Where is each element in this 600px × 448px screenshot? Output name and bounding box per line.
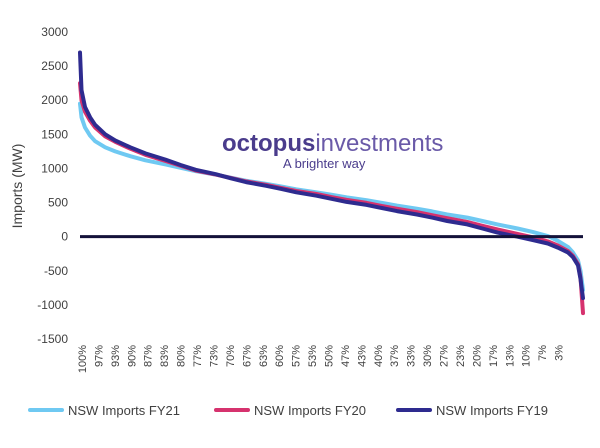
x-tick-label: 13%: [504, 345, 516, 367]
x-tick-label: 73%: [208, 345, 220, 367]
x-tick-label: 47%: [340, 345, 352, 367]
y-tick-label: -1500: [37, 332, 68, 346]
x-tick-label: 53%: [307, 345, 319, 367]
x-tick-label: 83%: [159, 345, 171, 367]
x-tick-label: 70%: [225, 345, 237, 367]
brand-name-light: investments: [315, 130, 443, 157]
x-tick-label: 87%: [143, 345, 155, 367]
x-axis-ticks: 100% 97% 93% 90% 87% 83% 80% 77% 73% 70% 67% 63% 60%…: [77, 345, 566, 373]
x-tick-label: 57%: [291, 345, 303, 367]
x-tick-label: 37%: [389, 345, 401, 367]
y-tick-label: -500: [44, 264, 68, 278]
x-tick-label: 17%: [488, 345, 500, 367]
x-tick-label: 3%: [554, 345, 566, 361]
x-tick-label: 7%: [537, 345, 549, 361]
y-tick-label: 2500: [41, 59, 68, 73]
x-tick-label: 100%: [77, 345, 89, 373]
x-tick-label: 90%: [126, 345, 138, 367]
y-tick-label: 0: [61, 230, 68, 244]
x-tick-label: 60%: [274, 345, 286, 367]
brand-logo: octopusinvestments A brighter way: [222, 130, 443, 171]
x-tick-label: 67%: [241, 345, 253, 367]
svg-text:octopusinvestments: octopusinvestments: [222, 130, 443, 157]
x-tick-label: 27%: [439, 345, 451, 367]
x-tick-label: 80%: [176, 345, 188, 367]
brand-name-bold: octopus: [222, 130, 315, 157]
x-tick-label: 63%: [258, 345, 270, 367]
legend-label-0: NSW Imports FY21: [68, 403, 180, 418]
legend: NSW Imports FY21 NSW Imports FY20 NSW Impo…: [28, 403, 548, 418]
y-tick-label: 500: [48, 196, 68, 210]
x-tick-label: 30%: [422, 345, 434, 367]
x-tick-label: 43%: [356, 345, 368, 367]
y-tick-label: 3000: [41, 25, 68, 39]
y-tick-label: 2000: [41, 93, 68, 107]
brand-tagline: A brighter way: [283, 156, 366, 171]
y-axis-ticks: -1500 -1000 -500 0 500 1000 1500 2000 2500 3000: [37, 25, 68, 346]
legend-label-2: NSW Imports FY19: [436, 403, 548, 418]
x-tick-label: 23%: [455, 345, 467, 367]
x-tick-label: 40%: [373, 345, 385, 367]
x-tick-label: 77%: [192, 345, 204, 367]
y-tick-label: -1000: [37, 298, 68, 312]
y-tick-label: 1500: [41, 127, 68, 141]
y-axis-title: Imports (MW): [9, 144, 25, 229]
x-tick-label: 10%: [521, 345, 533, 367]
series-line-0: [78, 101, 585, 292]
series-line-2: [78, 50, 585, 301]
x-tick-label: 93%: [110, 345, 122, 367]
y-tick-label: 1000: [41, 161, 68, 175]
legend-label-1: NSW Imports FY20: [254, 403, 366, 418]
series-lines: [78, 50, 585, 316]
x-tick-label: 50%: [324, 345, 336, 367]
x-tick-label: 33%: [406, 345, 418, 367]
x-tick-label: 20%: [471, 345, 483, 367]
x-tick-label: 97%: [93, 345, 105, 367]
